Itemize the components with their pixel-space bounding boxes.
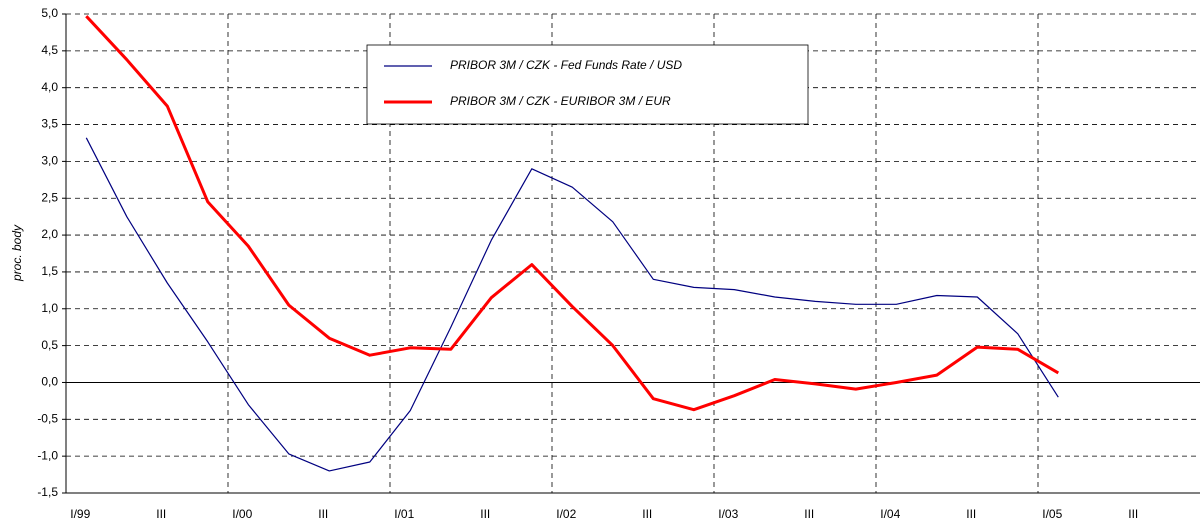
series-line <box>85 137 1059 472</box>
y-tick-label: 2,5 <box>41 190 58 204</box>
y-tick-label: -1,5 <box>37 485 58 499</box>
legend-label: PRIBOR 3M / CZK - EURIBOR 3M / EUR <box>450 94 671 108</box>
legend-label: PRIBOR 3M / CZK - Fed Funds Rate / USD <box>450 58 682 72</box>
legend-box <box>366 44 809 125</box>
x-tick-label: I/02 <box>556 507 576 521</box>
y-tick-label: 2,0 <box>41 227 58 241</box>
x-tick-label: I/01 <box>394 507 414 521</box>
x-tick-label: I/00 <box>232 507 252 521</box>
x-tick-label: III <box>318 507 328 521</box>
x-tick-label: I/99 <box>70 507 90 521</box>
y-axis-label: proc. body <box>10 224 24 282</box>
x-tick-label: I/03 <box>718 507 738 521</box>
y-tick-label: 4,0 <box>41 80 58 94</box>
legend: PRIBOR 3M / CZK - Fed Funds Rate / USD PR… <box>366 44 809 125</box>
y-tick-label: 0,5 <box>41 338 58 352</box>
x-tick-label: III <box>480 507 490 521</box>
x-tick-label: III <box>642 507 652 521</box>
x-tick-label: III <box>1128 507 1138 521</box>
x-tick-label: III <box>804 507 814 521</box>
x-tick-label: III <box>966 507 976 521</box>
x-tick-label: III <box>156 507 166 521</box>
y-tick-label: 3,5 <box>41 117 58 131</box>
y-tick-label: 0,0 <box>41 375 58 389</box>
y-tick-label: 1,5 <box>41 264 58 278</box>
y-tick-label: 3,0 <box>41 154 58 168</box>
x-tick-label: I/05 <box>1042 507 1062 521</box>
y-tick-label: 1,0 <box>41 301 58 315</box>
y-tick-label: 4,5 <box>41 43 58 57</box>
x-tick-label: I/04 <box>880 507 900 521</box>
y-tick-label: -0,5 <box>37 411 58 425</box>
series-line <box>85 15 1060 412</box>
y-tick-label: 5,0 <box>41 6 58 20</box>
y-tick-label: -1,0 <box>37 448 58 462</box>
